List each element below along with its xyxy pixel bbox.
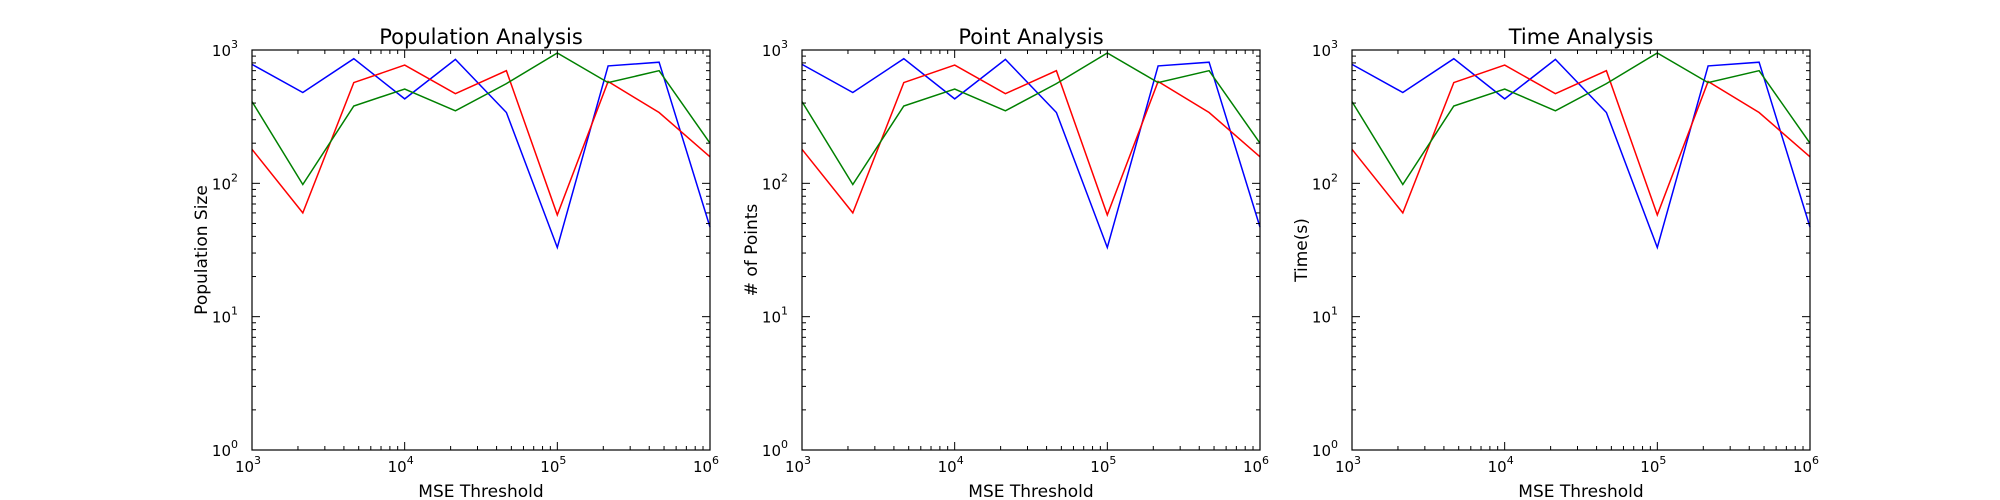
y-tick-label: 101 — [762, 305, 788, 327]
series-line-1 — [1352, 59, 1810, 248]
y-axis-label: Time(s) — [1292, 218, 1312, 283]
x-tick-label: 106 — [693, 454, 719, 476]
y-tick-label: 101 — [1312, 305, 1338, 327]
y-tick-label: 100 — [212, 438, 238, 460]
x-tick-label: 106 — [1793, 454, 1819, 476]
x-tick-label: 105 — [540, 454, 566, 476]
y-tick-label: 102 — [1312, 171, 1338, 193]
series-line-3 — [1352, 53, 1810, 185]
y-tick-label: 102 — [762, 171, 788, 193]
series-line-3 — [802, 53, 1260, 185]
y-tick-label: 102 — [212, 171, 238, 193]
x-tick-label: 104 — [938, 454, 964, 476]
x-tick-label: 104 — [388, 454, 414, 476]
x-axis-label: MSE Threshold — [1518, 482, 1643, 500]
plot-frame — [802, 50, 1260, 450]
y-tick-label: 103 — [1312, 38, 1338, 60]
chart-panel-3: 103 104 105 106 100 101 102 103 Time Analysis MSE… — [1292, 25, 1819, 500]
series-line-2 — [802, 65, 1260, 215]
y-tick-label: 103 — [212, 38, 238, 60]
x-tick-label: 103 — [235, 454, 261, 476]
chart-panel-2: 103 104 105 106 100 101 102 103 Point Analysis MS… — [742, 25, 1269, 500]
y-tick-label: 100 — [762, 438, 788, 460]
y-axis-label: Population Size — [192, 185, 212, 315]
x-tick-label: 106 — [1243, 454, 1269, 476]
chart-title: Population Analysis — [379, 25, 583, 49]
series-line-2 — [252, 65, 710, 215]
y-tick-label: 103 — [762, 38, 788, 60]
series-line-3 — [252, 53, 710, 185]
x-axis-label: MSE Threshold — [968, 482, 1093, 500]
x-tick-label: 103 — [1335, 454, 1361, 476]
y-axis-label: # of Points — [742, 204, 762, 297]
x-tick-label: 103 — [785, 454, 811, 476]
x-tick-label: 104 — [1488, 454, 1514, 476]
series-line-2 — [1352, 65, 1810, 215]
x-tick-label: 105 — [1640, 454, 1666, 476]
chart-title: Time Analysis — [1508, 25, 1654, 49]
x-tick-label: 105 — [1090, 454, 1116, 476]
plot-frame — [252, 50, 710, 450]
chart-panel-1: 103 104 105 106 100 101 102 103 Population Analy… — [192, 25, 719, 500]
series-line-1 — [802, 59, 1260, 248]
series-line-1 — [252, 59, 710, 248]
plot-frame — [1352, 50, 1810, 450]
x-axis-label: MSE Threshold — [418, 482, 543, 500]
chart-title: Point Analysis — [958, 25, 1103, 49]
y-tick-label: 100 — [1312, 438, 1338, 460]
y-tick-label: 101 — [212, 305, 238, 327]
